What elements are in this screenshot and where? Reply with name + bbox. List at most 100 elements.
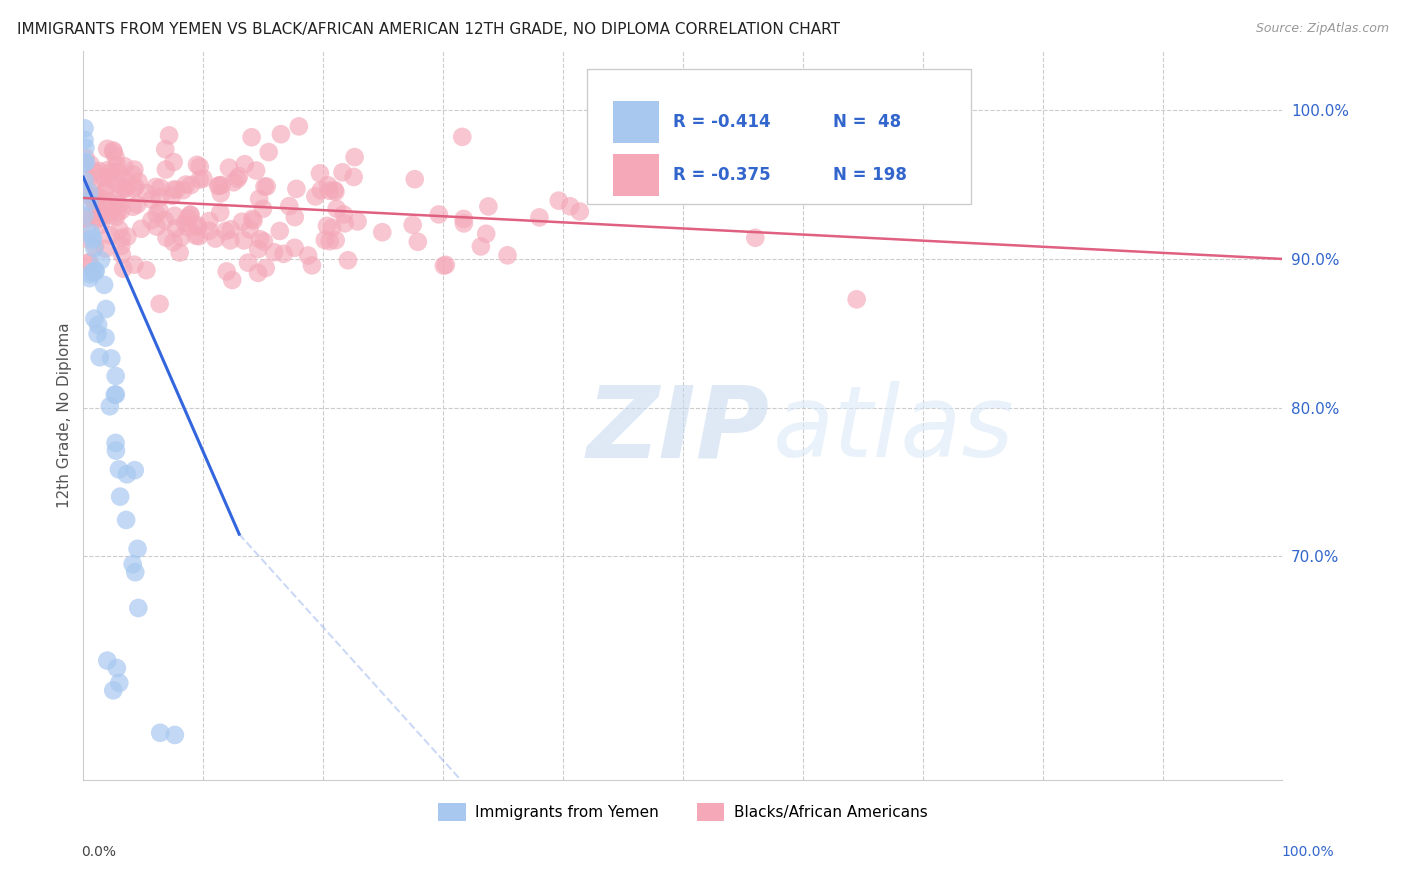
Point — [249, 232, 271, 246]
Point — [105, 194, 128, 208]
Point — [135, 186, 157, 200]
Point — [219, 234, 242, 248]
Point — [336, 253, 359, 268]
Point — [170, 230, 193, 244]
Point — [325, 185, 347, 199]
Point — [84, 264, 107, 278]
Point — [162, 183, 184, 197]
Point — [406, 235, 429, 249]
Point — [79, 189, 101, 203]
Point — [104, 369, 127, 384]
Point — [97, 208, 120, 222]
Point — [75, 151, 97, 165]
Point — [75, 141, 97, 155]
Point — [84, 263, 107, 277]
Point — [184, 228, 207, 243]
Point — [475, 227, 498, 241]
Point — [89, 351, 111, 365]
Point — [177, 219, 200, 234]
Point — [211, 178, 233, 192]
Point — [114, 172, 136, 186]
Point — [145, 180, 167, 194]
Point — [284, 241, 307, 255]
Point — [253, 235, 276, 249]
Point — [269, 224, 291, 238]
Point — [149, 297, 172, 311]
Point — [84, 191, 107, 205]
Point — [128, 175, 150, 189]
Point — [127, 601, 149, 615]
Point — [124, 258, 146, 272]
Point — [122, 200, 145, 214]
Point — [104, 387, 127, 401]
Point — [108, 490, 131, 504]
Point — [94, 183, 117, 197]
Point — [221, 273, 243, 287]
Point — [73, 121, 96, 136]
Point — [166, 182, 188, 196]
FancyBboxPatch shape — [613, 101, 659, 143]
Point — [263, 245, 285, 260]
Point — [160, 189, 183, 203]
Point — [148, 202, 170, 217]
Point — [141, 193, 163, 207]
Point — [434, 258, 457, 272]
Point — [107, 165, 129, 179]
Point — [371, 225, 394, 239]
Point — [153, 213, 176, 227]
Point — [451, 129, 474, 144]
Point — [238, 222, 260, 236]
Point — [75, 231, 97, 245]
Point — [257, 145, 280, 160]
Point — [77, 256, 100, 270]
Point — [96, 200, 118, 214]
Point — [135, 263, 157, 277]
FancyBboxPatch shape — [613, 153, 659, 196]
Point — [214, 224, 236, 238]
Point — [174, 216, 197, 230]
Point — [346, 214, 368, 228]
Point — [73, 155, 96, 169]
Point — [222, 175, 245, 189]
Point — [86, 202, 108, 217]
Text: 100.0%: 100.0% — [1281, 845, 1334, 859]
Point — [278, 199, 301, 213]
Point — [80, 226, 103, 240]
Point — [117, 229, 139, 244]
Point — [174, 178, 197, 192]
Point — [79, 185, 101, 199]
Point — [84, 189, 107, 203]
Point — [83, 197, 105, 211]
Point — [82, 233, 104, 247]
Point — [77, 188, 100, 202]
Point — [149, 190, 172, 204]
Point — [115, 513, 138, 527]
Point — [73, 133, 96, 147]
Point — [198, 224, 221, 238]
Point — [111, 247, 134, 261]
Point — [110, 203, 132, 218]
Point — [124, 566, 146, 580]
Point — [155, 230, 177, 244]
Point — [529, 211, 551, 225]
Point — [284, 210, 307, 224]
Legend: Immigrants from Yemen, Blacks/African Americans: Immigrants from Yemen, Blacks/African Am… — [432, 797, 934, 827]
Point — [89, 210, 111, 224]
Point — [193, 171, 215, 186]
Point — [105, 158, 128, 172]
FancyBboxPatch shape — [586, 69, 970, 203]
Point — [198, 214, 221, 228]
Point — [252, 202, 274, 216]
Text: R = -0.414: R = -0.414 — [673, 113, 770, 131]
Point — [87, 204, 110, 219]
Point — [165, 221, 187, 235]
Point — [598, 186, 620, 201]
Point — [316, 219, 339, 233]
Point — [215, 264, 238, 278]
Point — [124, 179, 146, 194]
Point — [114, 180, 136, 194]
Point — [103, 683, 125, 698]
Text: atlas: atlas — [773, 381, 1015, 478]
Point — [332, 207, 354, 221]
Point — [87, 318, 110, 332]
